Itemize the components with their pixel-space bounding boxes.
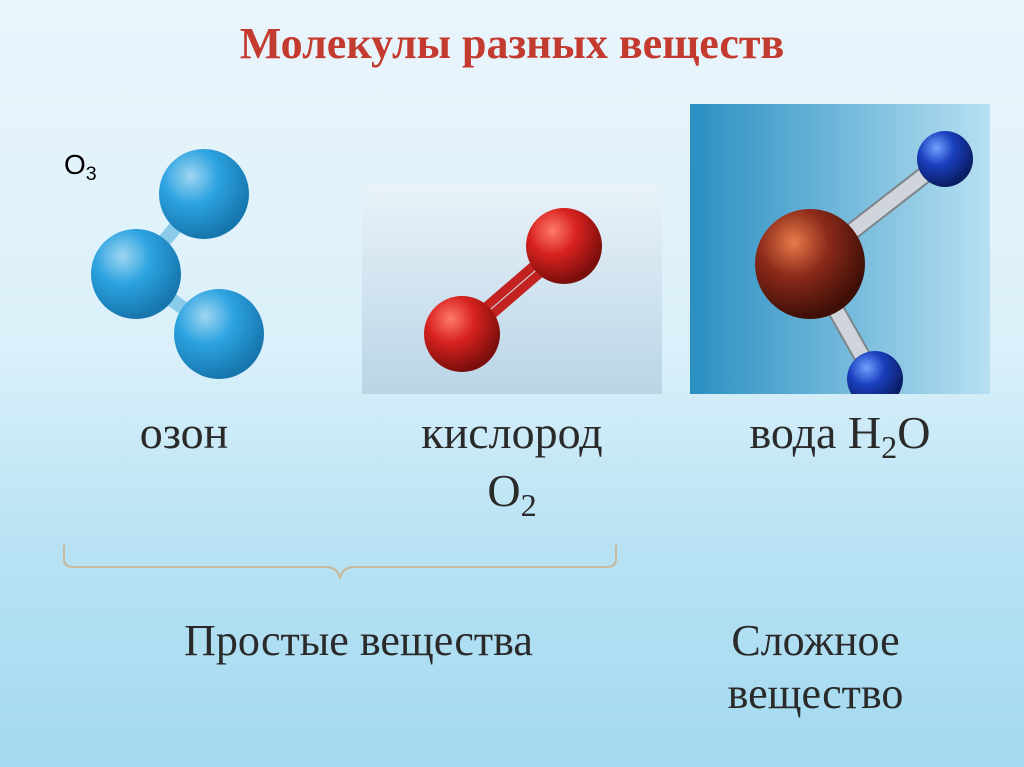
oxygen-cell (350, 184, 675, 394)
molecules-row: O3 (0, 69, 1024, 394)
simple-bracket (60, 545, 620, 575)
complex-category-label: Сложноевещество (656, 615, 976, 721)
oxygen-label: кислородO2 (350, 404, 675, 525)
page-title: Молекулы разных веществ (0, 0, 1024, 69)
water-diagram (690, 104, 990, 394)
labels-row: озон кислородO2 вода H2O (0, 394, 1024, 525)
water-cell (678, 104, 1003, 394)
ozone-label: озон (22, 404, 347, 462)
water-label: вода H2O (678, 404, 1003, 467)
ozone-cell: O3 (22, 134, 347, 394)
oxygen-diagram (362, 184, 662, 394)
bracket-row (0, 545, 1024, 615)
svg-text:O3: O3 (64, 149, 97, 185)
category-row: Простые вещества Сложноевещество (0, 615, 1024, 721)
ozone-diagram: O3 (44, 134, 324, 394)
simple-category-label: Простые вещества (79, 615, 639, 666)
